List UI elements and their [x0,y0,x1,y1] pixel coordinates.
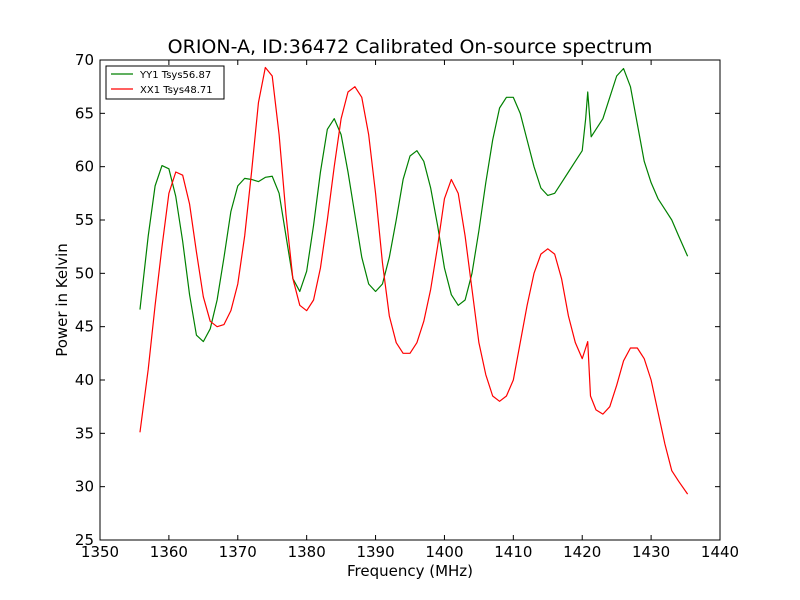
series-line-0 [139,67,689,343]
y-tick-label: 40 [75,371,94,389]
x-tick-label: 1400 [425,543,463,561]
legend-label-xx1: XX1 Tsys48.71 [140,85,213,96]
y-tick-label: 60 [75,158,94,176]
x-tick-label: 1430 [632,543,670,561]
y-axis-label: Power in Kelvin [53,243,71,357]
x-tick-label: 1390 [356,543,394,561]
y-tick-label: 35 [75,424,94,442]
y-tick-label: 25 [75,531,94,549]
x-tick-label: 1350 [81,543,119,561]
ticks-layer: 1350 1360 1370 1380 1390 1400 1410 1420 1430 1440… [75,51,739,561]
x-tick-label: 1420 [563,543,601,561]
x-tick-label: 1440 [701,543,739,561]
y-tick-label: 50 [75,264,94,282]
series-layer [139,66,689,495]
chart-title: ORION-A, ID:36472 Calibrated On-source s… [168,36,653,58]
x-tick-label: 1380 [288,543,326,561]
x-tick-label: 1360 [150,543,188,561]
legend-box [105,65,225,100]
y-tick-label: 45 [75,318,94,336]
y-tick-label: 65 [75,104,94,122]
x-tick-label: 1370 [219,543,257,561]
x-axis-label: Frequency (MHz) [347,562,473,580]
y-tick-label: 30 [75,478,94,496]
legend: YY1 Tsys56.87 XX1 Tsys48.71 [105,65,225,100]
x-tick-label: 1410 [494,543,532,561]
y-tick-label: 70 [75,51,94,69]
legend-label-yy1: YY1 Tsys56.87 [139,70,211,81]
y-tick-label: 55 [75,211,94,229]
series-line-1 [139,66,689,495]
plot-area [99,59,721,541]
